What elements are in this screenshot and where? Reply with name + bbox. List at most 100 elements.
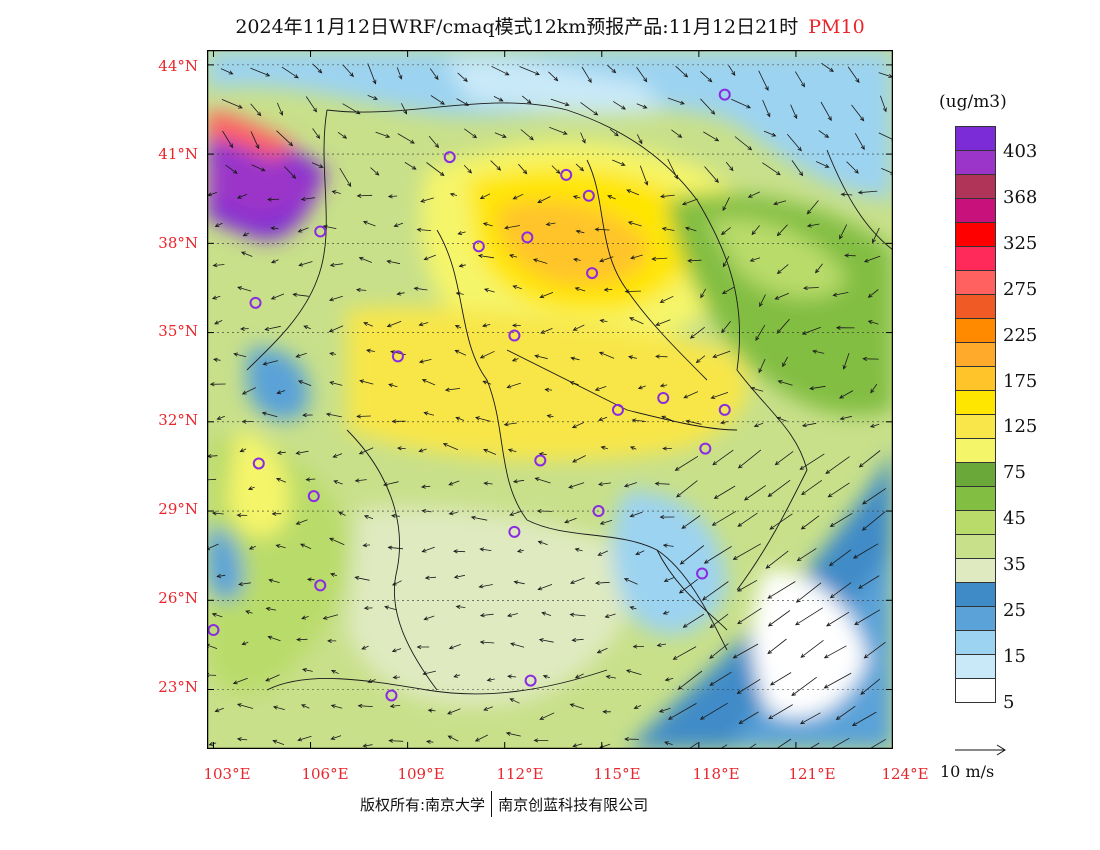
- wind-arrow: [421, 546, 435, 553]
- wind-arrow: [629, 511, 643, 518]
- wind-arrow: [636, 66, 648, 83]
- station-marker: [696, 567, 709, 580]
- map-frame: [207, 50, 893, 749]
- wind-arrow: [455, 416, 465, 421]
- wind-arrow: [427, 708, 436, 713]
- legend-color-box: [955, 654, 996, 678]
- wind-arrow: [426, 162, 445, 177]
- legend-color-box: [955, 174, 996, 198]
- concentration-field: [207, 50, 893, 749]
- wind-arrow: [829, 512, 853, 527]
- wind-arrow: [328, 325, 344, 333]
- wind-arrow: [709, 613, 729, 629]
- station-marker: [592, 505, 605, 518]
- wind-arrow: [420, 197, 434, 203]
- wind-arrow: [682, 613, 705, 628]
- wind-arrow: [755, 324, 766, 342]
- wind-arrow: [774, 292, 790, 300]
- legend-color-box: [955, 582, 996, 606]
- wind-arrow: [250, 67, 271, 77]
- wind-arrow: [537, 540, 548, 546]
- wind-arrow: [667, 97, 685, 105]
- wind-arrow: [662, 446, 672, 451]
- wind-arrow: [795, 607, 823, 626]
- wind-arrow: [389, 703, 401, 709]
- wind-arrow: [330, 670, 339, 675]
- wind-arrow: [236, 193, 248, 199]
- station-marker: [534, 454, 547, 467]
- wind-arrow: [839, 415, 852, 421]
- wind-arrow: [809, 385, 826, 391]
- wind-arrow: [520, 129, 534, 141]
- wind-arrow: [284, 166, 297, 179]
- graticule: [207, 64, 893, 690]
- wind-arrow: [453, 574, 465, 579]
- wind-arrow: [423, 254, 436, 261]
- lon-label: 115°E: [593, 765, 641, 783]
- station-marker: [385, 689, 398, 702]
- wind-arrow: [800, 712, 821, 725]
- wind-arrow: [356, 193, 373, 198]
- wind-arrow: [720, 227, 731, 236]
- wind-arrow: [391, 580, 402, 586]
- legend-color-box: [955, 150, 996, 174]
- wind-arrow: [509, 254, 518, 259]
- station-marker: [508, 329, 521, 342]
- wind-arrow: [301, 615, 309, 620]
- wind-arrow: [598, 416, 608, 421]
- wind-arrow: [676, 480, 698, 498]
- wind-arrow: [632, 644, 645, 649]
- wind-arrow: [815, 263, 823, 274]
- wind-arrow: [750, 386, 764, 392]
- wind-arrow: [211, 511, 224, 516]
- wind-arrow: [703, 546, 732, 564]
- wind-arrow: [392, 675, 401, 680]
- wind-arrow: [540, 328, 553, 334]
- wind-arrow: [710, 392, 729, 399]
- wind-arrow: [659, 383, 668, 388]
- wind-arrow: [572, 195, 581, 200]
- wind-arrow: [602, 709, 611, 714]
- wind-arrow: [391, 419, 406, 424]
- wind-arrow: [464, 128, 478, 139]
- wind-arrow: [768, 704, 793, 720]
- wind-arrow: [857, 190, 878, 195]
- wind-arrow: [302, 413, 313, 418]
- wind-arrow: [518, 163, 528, 175]
- wind-arrow: [330, 735, 342, 740]
- wind-arrow: [449, 192, 458, 197]
- wind-arrow: [851, 711, 877, 727]
- wind-arrow: [544, 387, 553, 392]
- wind-arrow: [265, 606, 277, 612]
- wind-arrow: [388, 738, 404, 743]
- legend-label: 368: [1003, 187, 1038, 208]
- wind-arrow: [596, 647, 608, 654]
- wind-arrow: [538, 638, 554, 643]
- wind-arrow: [267, 635, 281, 642]
- wind-arrow: [477, 253, 494, 259]
- legend-color-box: [955, 294, 996, 318]
- wind-arrow: [667, 703, 697, 720]
- wind-arrow: [598, 351, 615, 359]
- wind-arrow: [220, 68, 234, 75]
- wind-arrow: [722, 197, 730, 212]
- wind-arrow: [393, 222, 404, 228]
- wind-arrow: [747, 191, 760, 198]
- wind-arrow: [271, 511, 282, 516]
- wind-arrow: [751, 225, 760, 236]
- legend-color-box: [955, 126, 996, 150]
- wind-arrow: [870, 383, 878, 394]
- wind-arrow: [790, 104, 798, 120]
- wind-arrow: [367, 95, 379, 100]
- wind-arrow: [457, 230, 466, 236]
- wind-arrow: [297, 227, 309, 233]
- wind-arrow: [607, 64, 617, 74]
- wind-arrow: [428, 135, 440, 149]
- wind-arrow: [214, 320, 223, 325]
- wind-arrow: [448, 644, 461, 650]
- legend-label: 25: [1003, 600, 1026, 621]
- legend-color-box: [955, 366, 996, 390]
- wind-arrow: [512, 193, 524, 200]
- wind-arrow: [762, 99, 771, 118]
- wind-arrow: [626, 189, 640, 196]
